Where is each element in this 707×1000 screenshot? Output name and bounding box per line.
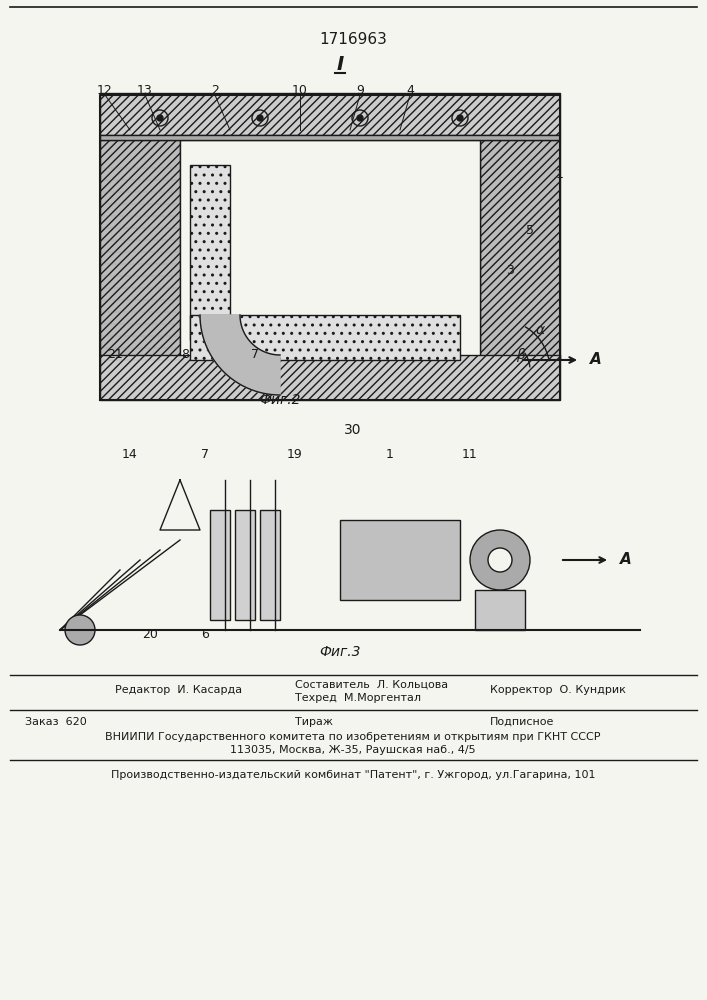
Circle shape bbox=[357, 115, 363, 121]
Text: 21: 21 bbox=[107, 349, 123, 361]
Text: Техред  М.Моргентал: Техред М.Моргентал bbox=[295, 693, 421, 703]
Text: 113035, Москва, Ж-35, Раушская наб., 4/5: 113035, Москва, Ж-35, Раушская наб., 4/5 bbox=[230, 745, 476, 755]
Bar bbox=[210, 510, 230, 620]
Text: 3: 3 bbox=[506, 263, 514, 276]
Text: 9: 9 bbox=[356, 84, 364, 97]
Text: Редактор  И. Касарда: Редактор И. Касарда bbox=[115, 685, 242, 695]
Text: 7: 7 bbox=[201, 448, 209, 462]
Circle shape bbox=[470, 530, 530, 590]
Bar bbox=[340, 520, 460, 600]
Text: ВНИИПИ Государственного комитета по изобретениям и открытиям при ГКНТ СССР: ВНИИПИ Государственного комитета по изоб… bbox=[105, 732, 601, 742]
Text: Заказ  620: Заказ 620 bbox=[25, 717, 87, 727]
Text: Производственно-издательский комбинат "Патент", г. Ужгород, ул.Гагарина, 101: Производственно-издательский комбинат "П… bbox=[111, 770, 595, 780]
Text: A: A bbox=[590, 353, 602, 367]
Text: 13: 13 bbox=[137, 84, 153, 97]
Text: 2: 2 bbox=[211, 84, 219, 97]
Text: 10: 10 bbox=[292, 84, 308, 97]
Text: Корректор  О. Кундрик: Корректор О. Кундрик bbox=[490, 685, 626, 695]
Text: Фиг.3: Фиг.3 bbox=[320, 645, 361, 659]
Text: 14: 14 bbox=[122, 448, 138, 462]
Text: A: A bbox=[620, 552, 632, 568]
Text: 19: 19 bbox=[287, 448, 303, 462]
Bar bbox=[235, 510, 255, 620]
Circle shape bbox=[457, 115, 463, 121]
Text: 30: 30 bbox=[344, 423, 362, 437]
Bar bbox=[260, 510, 280, 620]
Text: I: I bbox=[337, 55, 344, 75]
Circle shape bbox=[157, 115, 163, 121]
Polygon shape bbox=[200, 315, 280, 395]
Bar bbox=[475, 590, 525, 630]
Text: 5: 5 bbox=[526, 224, 534, 236]
Text: 4: 4 bbox=[406, 84, 414, 97]
Bar bbox=[480, 140, 560, 360]
Text: 7: 7 bbox=[251, 349, 259, 361]
Text: 8: 8 bbox=[181, 349, 189, 361]
Text: β: β bbox=[515, 348, 525, 362]
Bar bbox=[190, 165, 230, 340]
Circle shape bbox=[257, 115, 263, 121]
Bar bbox=[180, 140, 480, 360]
Text: Фиг.2: Фиг.2 bbox=[259, 393, 300, 407]
Text: Тираж: Тираж bbox=[295, 717, 333, 727]
Bar bbox=[100, 355, 560, 400]
Text: 6: 6 bbox=[201, 629, 209, 642]
Text: Подписное: Подписное bbox=[490, 717, 554, 727]
Text: 1: 1 bbox=[386, 448, 394, 462]
Text: 1716963: 1716963 bbox=[319, 32, 387, 47]
Text: 11: 11 bbox=[462, 448, 478, 462]
Text: Составитель  Л. Кольцова: Составитель Л. Кольцова bbox=[295, 680, 448, 690]
Circle shape bbox=[488, 548, 512, 572]
Circle shape bbox=[65, 615, 95, 645]
Text: 12: 12 bbox=[97, 84, 113, 97]
Bar bbox=[100, 93, 560, 135]
Text: 20: 20 bbox=[142, 629, 158, 642]
Bar bbox=[190, 315, 460, 360]
Text: 1: 1 bbox=[556, 168, 564, 182]
Text: α: α bbox=[535, 323, 544, 337]
Bar bbox=[100, 140, 180, 360]
Bar bbox=[100, 135, 560, 140]
